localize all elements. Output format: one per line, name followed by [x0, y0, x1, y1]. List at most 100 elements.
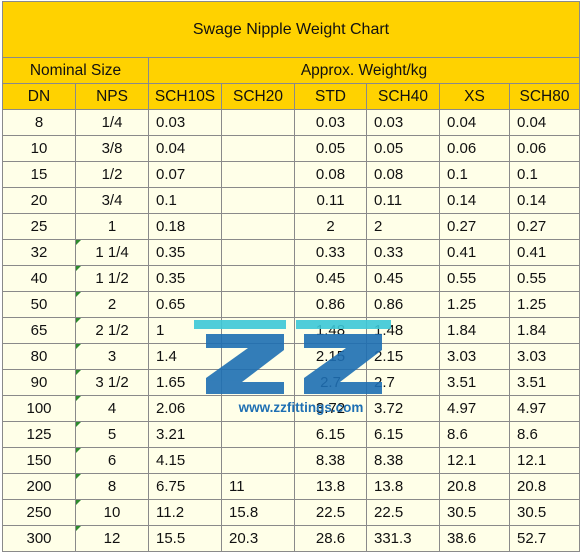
- cell-std: 28.6: [294, 525, 367, 552]
- cell-sch10s: 0.35: [148, 239, 222, 266]
- table-row: 100 4 2.06 3.72 3.72 4.97 4.97: [2, 395, 580, 422]
- table-row: 15 1/2 0.07 0.08 0.08 0.1 0.1: [2, 161, 580, 188]
- cell-dn: 125: [2, 421, 76, 448]
- cell-sch80: 3.03: [509, 343, 580, 370]
- cell-xs: 4.97: [439, 395, 510, 422]
- column-header-row: DN NPS SCH10S SCH20 STD SCH40 XS SCH80: [2, 83, 580, 110]
- column-header-sch10s: SCH10S: [148, 83, 222, 110]
- cell-std: 3.72: [294, 395, 367, 422]
- cell-dn: 200: [2, 473, 76, 500]
- cell-nps: 3 1/2: [75, 369, 149, 396]
- cell-xs: 0.27: [439, 213, 510, 240]
- column-header-xs: XS: [439, 83, 510, 110]
- cell-marker-icon: [76, 344, 81, 349]
- cell-sch80: 1.25: [509, 291, 580, 318]
- cell-dn: 25: [2, 213, 76, 240]
- cell-sch40: 22.5: [366, 499, 440, 526]
- cell-sch40: 0.08: [366, 161, 440, 188]
- cell-sch10s: 3.21: [148, 421, 222, 448]
- cell-std: 0.08: [294, 161, 367, 188]
- cell-sch20: [221, 395, 295, 422]
- cell-sch40: 0.05: [366, 135, 440, 162]
- cell-sch80: 0.04: [509, 109, 580, 136]
- cell-dn: 100: [2, 395, 76, 422]
- cell-marker-icon: [76, 318, 81, 323]
- table-row: 200 8 6.75 11 13.8 13.8 20.8 20.8: [2, 473, 580, 500]
- column-header-std: STD: [294, 83, 367, 110]
- cell-marker-icon: [76, 266, 81, 271]
- table-row: 250 10 11.2 15.8 22.5 22.5 30.5 30.5: [2, 499, 580, 526]
- cell-nps: 8: [75, 473, 149, 500]
- cell-std: 0.33: [294, 239, 367, 266]
- cell-nps: 3/8: [75, 135, 149, 162]
- table-row: 90 3 1/2 1.65 2.7 2.7 3.51 3.51: [2, 369, 580, 396]
- column-header-dn: DN: [2, 83, 76, 110]
- cell-dn: 20: [2, 187, 76, 214]
- cell-std: 8.38: [294, 447, 367, 474]
- cell-xs: 38.6: [439, 525, 510, 552]
- table-row: 65 2 1/2 1 1.48 1.48 1.84 1.84: [2, 317, 580, 344]
- cell-sch20: [221, 109, 295, 136]
- cell-sch20: [221, 135, 295, 162]
- table-row: 40 1 1/2 0.35 0.45 0.45 0.55 0.55: [2, 265, 580, 292]
- cell-nps: 2: [75, 291, 149, 318]
- cell-sch10s: 0.03: [148, 109, 222, 136]
- cell-sch20: 20.3: [221, 525, 295, 552]
- cell-nps: 5: [75, 421, 149, 448]
- cell-marker-icon: [76, 474, 81, 479]
- cell-sch40: 3.72: [366, 395, 440, 422]
- cell-nps: 2 1/2: [75, 317, 149, 344]
- cell-nps: 3: [75, 343, 149, 370]
- cell-std: 22.5: [294, 499, 367, 526]
- table-row: 32 1 1/4 0.35 0.33 0.33 0.41 0.41: [2, 239, 580, 266]
- cell-std: 0.11: [294, 187, 367, 214]
- cell-sch10s: 0.07: [148, 161, 222, 188]
- cell-sch20: [221, 343, 295, 370]
- cell-nps: 6: [75, 447, 149, 474]
- cell-sch10s: 0.65: [148, 291, 222, 318]
- cell-std: 0.45: [294, 265, 367, 292]
- cell-sch80: 12.1: [509, 447, 580, 474]
- cell-sch80: 52.7: [509, 525, 580, 552]
- chart-title: Swage Nipple Weight Chart: [2, 1, 580, 58]
- cell-sch80: 4.97: [509, 395, 580, 422]
- cell-nps: 1/2: [75, 161, 149, 188]
- cell-nps: 12: [75, 525, 149, 552]
- cell-xs: 1.84: [439, 317, 510, 344]
- cell-sch10s: 1.65: [148, 369, 222, 396]
- cell-sch20: [221, 317, 295, 344]
- cell-marker-icon: [76, 396, 81, 401]
- cell-sch40: 2.7: [366, 369, 440, 396]
- cell-dn: 8: [2, 109, 76, 136]
- cell-sch40: 331.3: [366, 525, 440, 552]
- cell-sch40: 0.03: [366, 109, 440, 136]
- cell-sch20: [221, 239, 295, 266]
- cell-sch80: 0.14: [509, 187, 580, 214]
- cell-sch10s: 2.06: [148, 395, 222, 422]
- column-header-nps: NPS: [75, 83, 149, 110]
- cell-sch40: 8.38: [366, 447, 440, 474]
- cell-sch10s: 6.75: [148, 473, 222, 500]
- cell-dn: 15: [2, 161, 76, 188]
- cell-dn: 150: [2, 447, 76, 474]
- cell-sch40: 0.45: [366, 265, 440, 292]
- cell-marker-icon: [76, 292, 81, 297]
- cell-sch80: 30.5: [509, 499, 580, 526]
- cell-dn: 300: [2, 525, 76, 552]
- cell-std: 1.48: [294, 317, 367, 344]
- group-header-row: Nominal Size Approx. Weight/kg: [2, 57, 580, 84]
- cell-marker-icon: [76, 240, 81, 245]
- cell-sch80: 20.8: [509, 473, 580, 500]
- column-header-sch20: SCH20: [221, 83, 295, 110]
- cell-sch10s: 1: [148, 317, 222, 344]
- cell-xs: 1.25: [439, 291, 510, 318]
- cell-sch20: [221, 421, 295, 448]
- cell-std: 2.7: [294, 369, 367, 396]
- cell-nps: 1 1/2: [75, 265, 149, 292]
- cell-sch10s: 1.4: [148, 343, 222, 370]
- cell-xs: 0.14: [439, 187, 510, 214]
- cell-xs: 0.06: [439, 135, 510, 162]
- cell-sch40: 13.8: [366, 473, 440, 500]
- cell-marker-icon: [76, 370, 81, 375]
- cell-sch40: 0.11: [366, 187, 440, 214]
